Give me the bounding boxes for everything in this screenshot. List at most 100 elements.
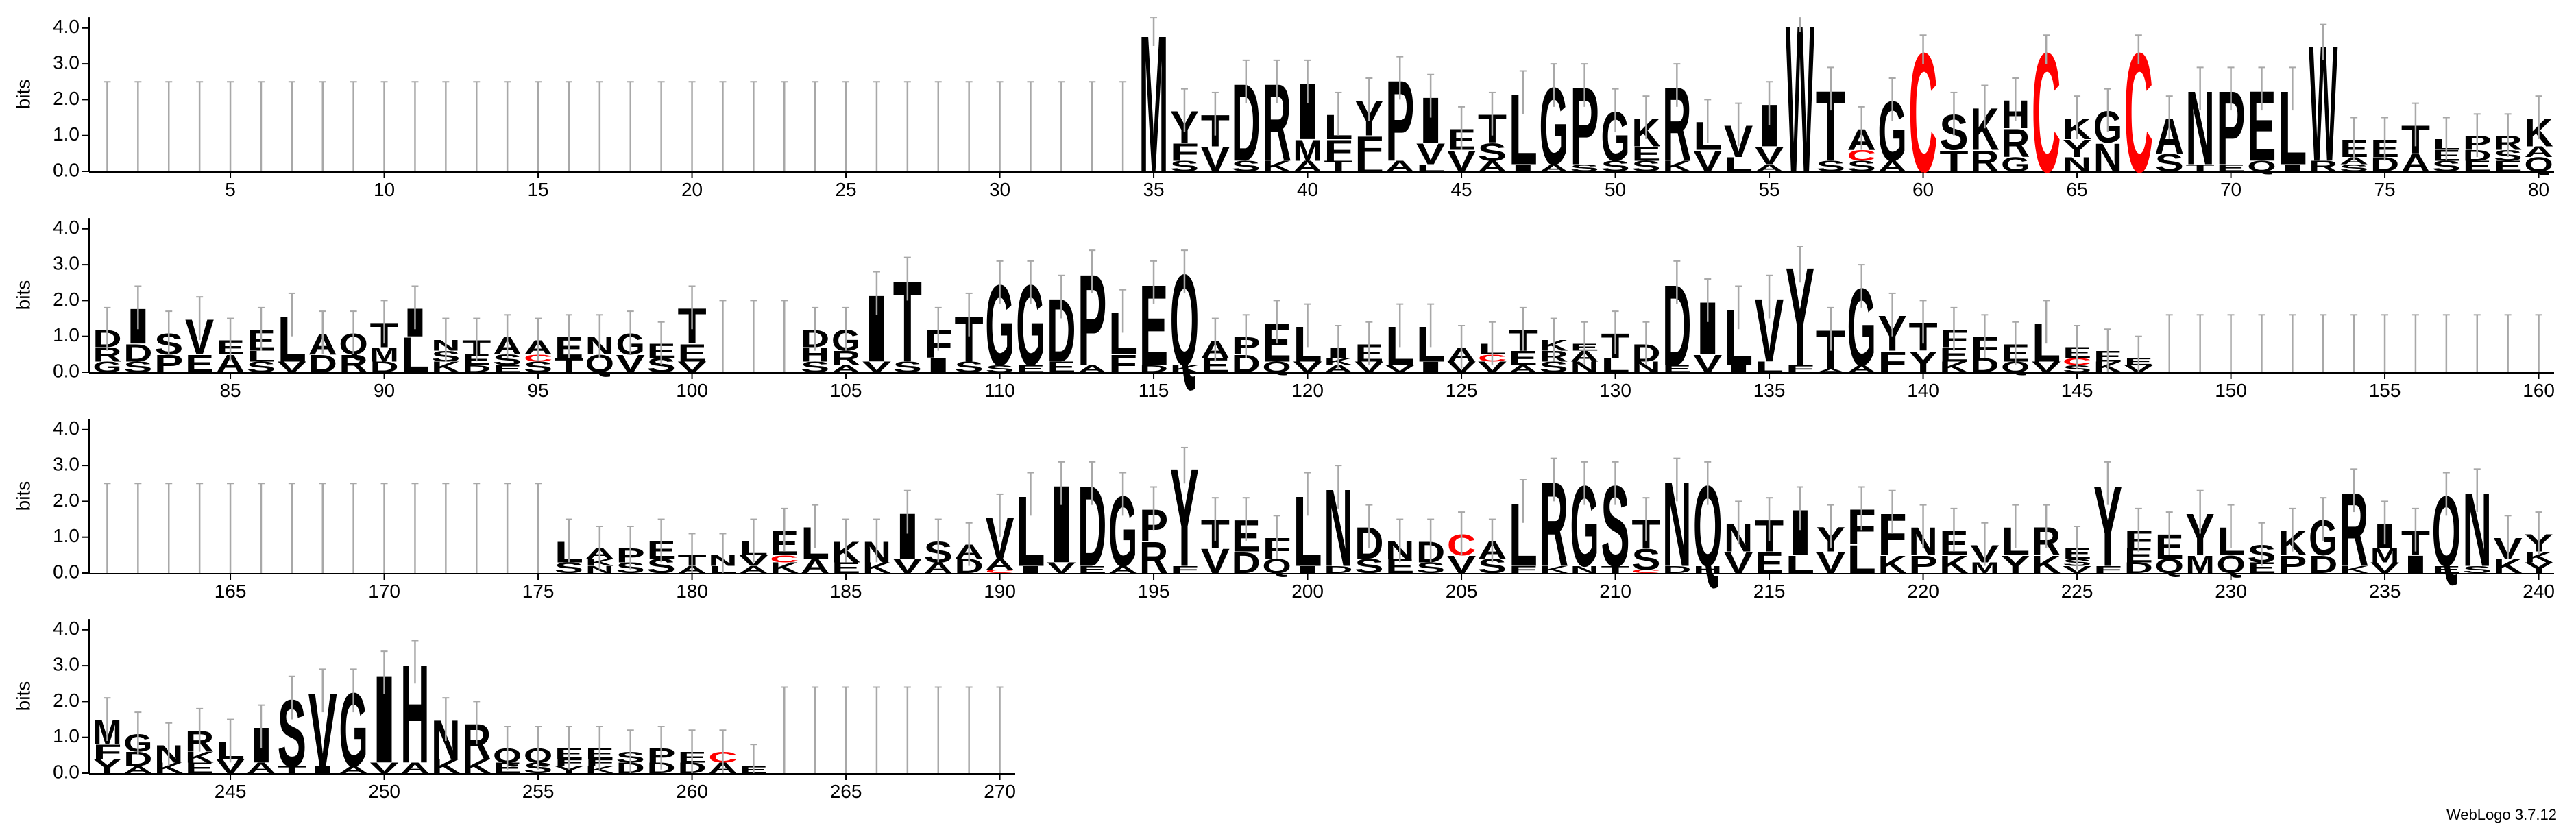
logo-letter: C (1847, 147, 1876, 165)
x-tick-label: 250 (368, 781, 400, 802)
logo-letter: V (2032, 358, 2061, 376)
logo-letter: S (2463, 564, 2492, 575)
logo-letter: F (93, 741, 121, 764)
x-tick-label: 260 (676, 781, 708, 802)
logo-letter: S (555, 559, 583, 576)
logo-letter: S (1478, 138, 1507, 166)
logo-letter: E (831, 559, 860, 576)
x-tick-label: 270 (984, 781, 1016, 802)
logo-letter: V (2063, 564, 2091, 575)
logo-letter: L (1416, 162, 1445, 173)
logo-letter: A (247, 759, 276, 777)
logo-letter: Y (555, 764, 583, 775)
x-tick-label: 40 (1297, 179, 1318, 200)
x-tick-label: 50 (1605, 179, 1626, 200)
logo-letter: F (1786, 363, 1814, 374)
x-tick-label: 60 (1912, 179, 1934, 200)
y-tick-label: 4.0 (53, 217, 80, 238)
x-tick-label: 35 (1143, 179, 1164, 200)
logo-letter: I (1016, 564, 1045, 575)
logo-letter: D (1662, 564, 1691, 575)
logo-letter: K (1939, 358, 1968, 376)
x-tick-label: 150 (2215, 380, 2247, 401)
logo-letter: A (1078, 363, 1106, 374)
x-tick-label: 85 (219, 380, 241, 401)
y-tick-label: 1.0 (53, 123, 80, 145)
logo-letter: E (2494, 158, 2523, 175)
logo-letter: K (862, 559, 891, 576)
y-tick-label: 1.0 (53, 725, 80, 746)
logo-letter: E (1631, 143, 1660, 165)
logo-letter: A (739, 564, 768, 575)
x-tick-label: 215 (1753, 581, 1786, 602)
y-tick-label: 3.0 (53, 453, 80, 474)
y-tick-label: 4.0 (53, 417, 80, 439)
y-tick-label: 3.0 (53, 51, 80, 73)
y-tick-label: 4.0 (53, 618, 80, 639)
logo-letter: A (1108, 564, 1137, 575)
logo-letter: A (924, 559, 953, 576)
x-tick-label: 70 (2220, 179, 2241, 200)
logo-letter: M (2186, 550, 2215, 579)
x-tick-label: 245 (215, 781, 247, 802)
logo-letter: V (1293, 358, 1322, 376)
logo-letter: I (1509, 162, 1538, 173)
logo-letter: K (1540, 564, 1568, 575)
logo-letter: E (185, 759, 214, 777)
logo-letter: A (123, 764, 152, 775)
x-tick-label: 125 (1446, 380, 1478, 401)
logo-letter: C (770, 553, 799, 564)
logo-letter: V (1755, 142, 1784, 170)
logo-letter: F (1354, 129, 1383, 168)
logo-letter: I (2278, 162, 2307, 173)
logo-letter: S (893, 358, 922, 376)
logo-letter: S (123, 358, 152, 376)
logo-letter: L (247, 348, 276, 365)
logo-letter: M (369, 343, 398, 366)
logo-letter: F (1170, 138, 1199, 166)
logo-letter: S (1416, 559, 1445, 576)
logo-letter: S (1232, 158, 1261, 175)
logo-letter: S (955, 358, 984, 376)
x-tick-label: 45 (1450, 179, 1472, 200)
y-tick-label: 2.0 (53, 88, 80, 109)
logo-letter: E (677, 339, 706, 367)
logo-letter: A (400, 759, 429, 777)
logo-letter: L (1724, 153, 1753, 175)
x-tick-label: 100 (676, 380, 708, 401)
y-axis-label: bits (12, 481, 34, 511)
logo-letter: L (1755, 358, 1784, 376)
logo-letter: R (2309, 158, 2337, 175)
logo-letter: Q (2247, 158, 2276, 175)
logo-letter: E (1078, 564, 1106, 575)
y-tick-label: 3.0 (53, 653, 80, 674)
y-axis-label: bits (12, 80, 34, 110)
logo-letter: S (801, 358, 829, 376)
logo-letter: S (1631, 543, 1660, 576)
logo-letter: S (2155, 149, 2184, 177)
x-tick-label: 240 (2523, 581, 2555, 602)
logo-letter: E (1662, 363, 1691, 374)
x-tick-label: 230 (2215, 581, 2247, 602)
x-tick-label: 115 (1139, 380, 1169, 401)
x-tick-label: 15 (527, 179, 548, 200)
y-tick-label: 2.0 (53, 289, 80, 310)
logo-letter: S (1631, 158, 1660, 175)
logo-letter: E (2463, 158, 2492, 175)
x-tick-label: 155 (2369, 380, 2401, 401)
logo-letter: E (1016, 363, 1045, 374)
logo-letter: A (2401, 149, 2430, 177)
x-tick-label: 255 (522, 781, 555, 802)
x-tick-label: 30 (989, 179, 1010, 200)
logo-letter: I (924, 354, 953, 376)
logo-letter: Y (2001, 550, 2030, 579)
y-axis-label: bits (12, 681, 34, 711)
logo-letter: K (1939, 550, 1968, 579)
logo-letter: D (1324, 564, 1352, 575)
logo-letter: N (585, 564, 614, 575)
logo-letter: K (431, 358, 460, 376)
logo-letter: A (1509, 363, 1538, 374)
